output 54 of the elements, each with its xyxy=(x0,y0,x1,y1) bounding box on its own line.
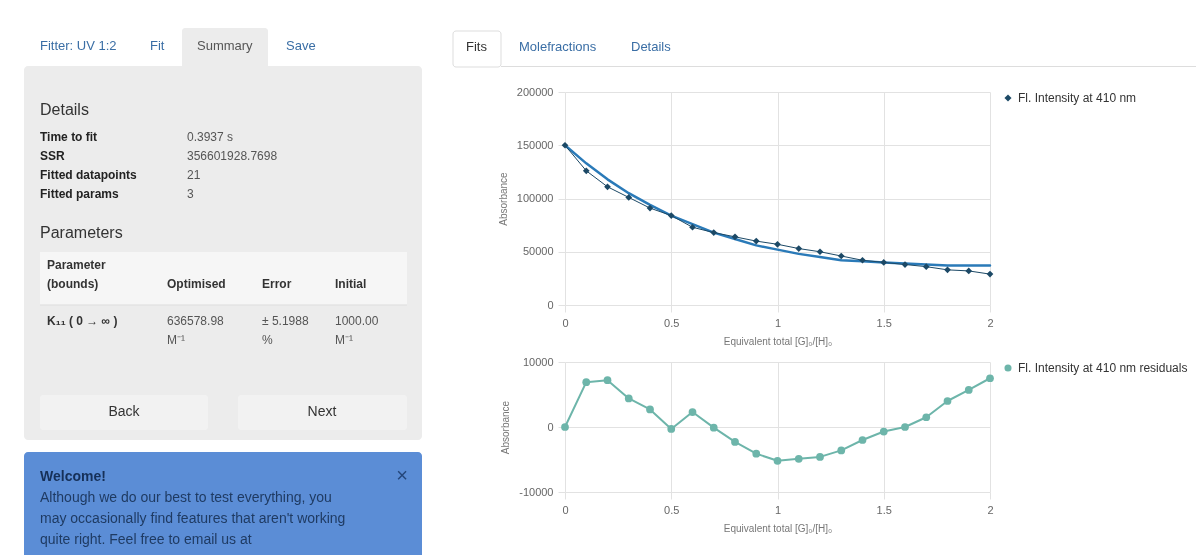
text: Details xyxy=(40,101,89,118)
text: Next xyxy=(307,403,337,419)
text: 1000.00 M⁻¹ xyxy=(335,314,379,347)
y-tick-label: 50000 xyxy=(522,245,554,258)
text: Molefractions xyxy=(519,39,597,54)
y-tick-label: 200000 xyxy=(516,85,554,98)
y-tick-label: 100000 xyxy=(516,192,554,204)
text: 636578.98 M⁻¹ xyxy=(167,314,225,347)
text: 21 xyxy=(187,168,201,182)
y-axis-title: Absorbance xyxy=(500,400,512,455)
legend-label: Fl. Intensity at 410 nm xyxy=(1018,91,1137,105)
y-axis-title: Absorbance xyxy=(497,171,509,226)
text: ± 5.1988 % xyxy=(262,314,309,347)
x-tick-label: 0.5 xyxy=(664,316,680,329)
text: Time to fit xyxy=(40,130,98,144)
text: Although we do our best to test everything, you may occasionally find features that aren't working quite right. Feel free to email us at xyxy=(40,489,346,547)
text: Error xyxy=(262,277,292,291)
text: Optimised xyxy=(167,277,226,291)
x-tick-label: 2 xyxy=(987,503,994,516)
text: 3 xyxy=(187,187,194,201)
text: Save xyxy=(286,38,316,53)
x-tick-label: 1.5 xyxy=(876,316,892,329)
x-tick-label: 1 xyxy=(774,503,782,516)
text: 0.3937 s xyxy=(187,130,234,144)
text: Fitted params xyxy=(40,187,120,201)
y-tick-label: -10000 xyxy=(519,485,554,498)
x-axis-title: Equivalent total [G]₀/[H]₀ xyxy=(723,335,833,347)
y-tick-label: 10000 xyxy=(522,355,554,368)
legend-label: Fl. Intensity at 410 nm residuals xyxy=(1018,361,1188,375)
x-tick-label: 0 xyxy=(562,316,569,329)
text: × xyxy=(396,464,408,486)
text: Parameters xyxy=(40,224,123,241)
text: Details xyxy=(631,39,672,54)
x-tick-label: 0 xyxy=(562,503,569,516)
x-axis-title: Equivalent total [G]₀/[H]₀ xyxy=(723,522,833,534)
text: Fitted datapoints xyxy=(40,168,137,182)
text: Fit xyxy=(150,38,165,53)
text: Welcome! xyxy=(40,468,106,484)
x-tick-label: 0.5 xyxy=(664,503,680,516)
text: Summary xyxy=(197,38,254,53)
text: Fits xyxy=(466,39,488,54)
text: Parameter (bounds) xyxy=(47,258,107,291)
x-tick-label: 1.5 xyxy=(876,503,892,516)
text: K₁₁ ( 0 → ∞ ) xyxy=(47,314,118,328)
x-tick-label: 1 xyxy=(774,316,782,329)
text: Back xyxy=(108,403,141,419)
text: SSR xyxy=(40,149,66,163)
text: 356601928.7698 xyxy=(187,149,278,163)
x-tick-label: 2 xyxy=(987,316,994,329)
y-tick-label: 0 xyxy=(547,420,554,433)
y-tick-label: 150000 xyxy=(516,138,554,151)
y-tick-label: 0 xyxy=(547,298,554,311)
text: Initial xyxy=(335,277,367,291)
text: Fitter: UV 1:2 xyxy=(40,38,117,53)
